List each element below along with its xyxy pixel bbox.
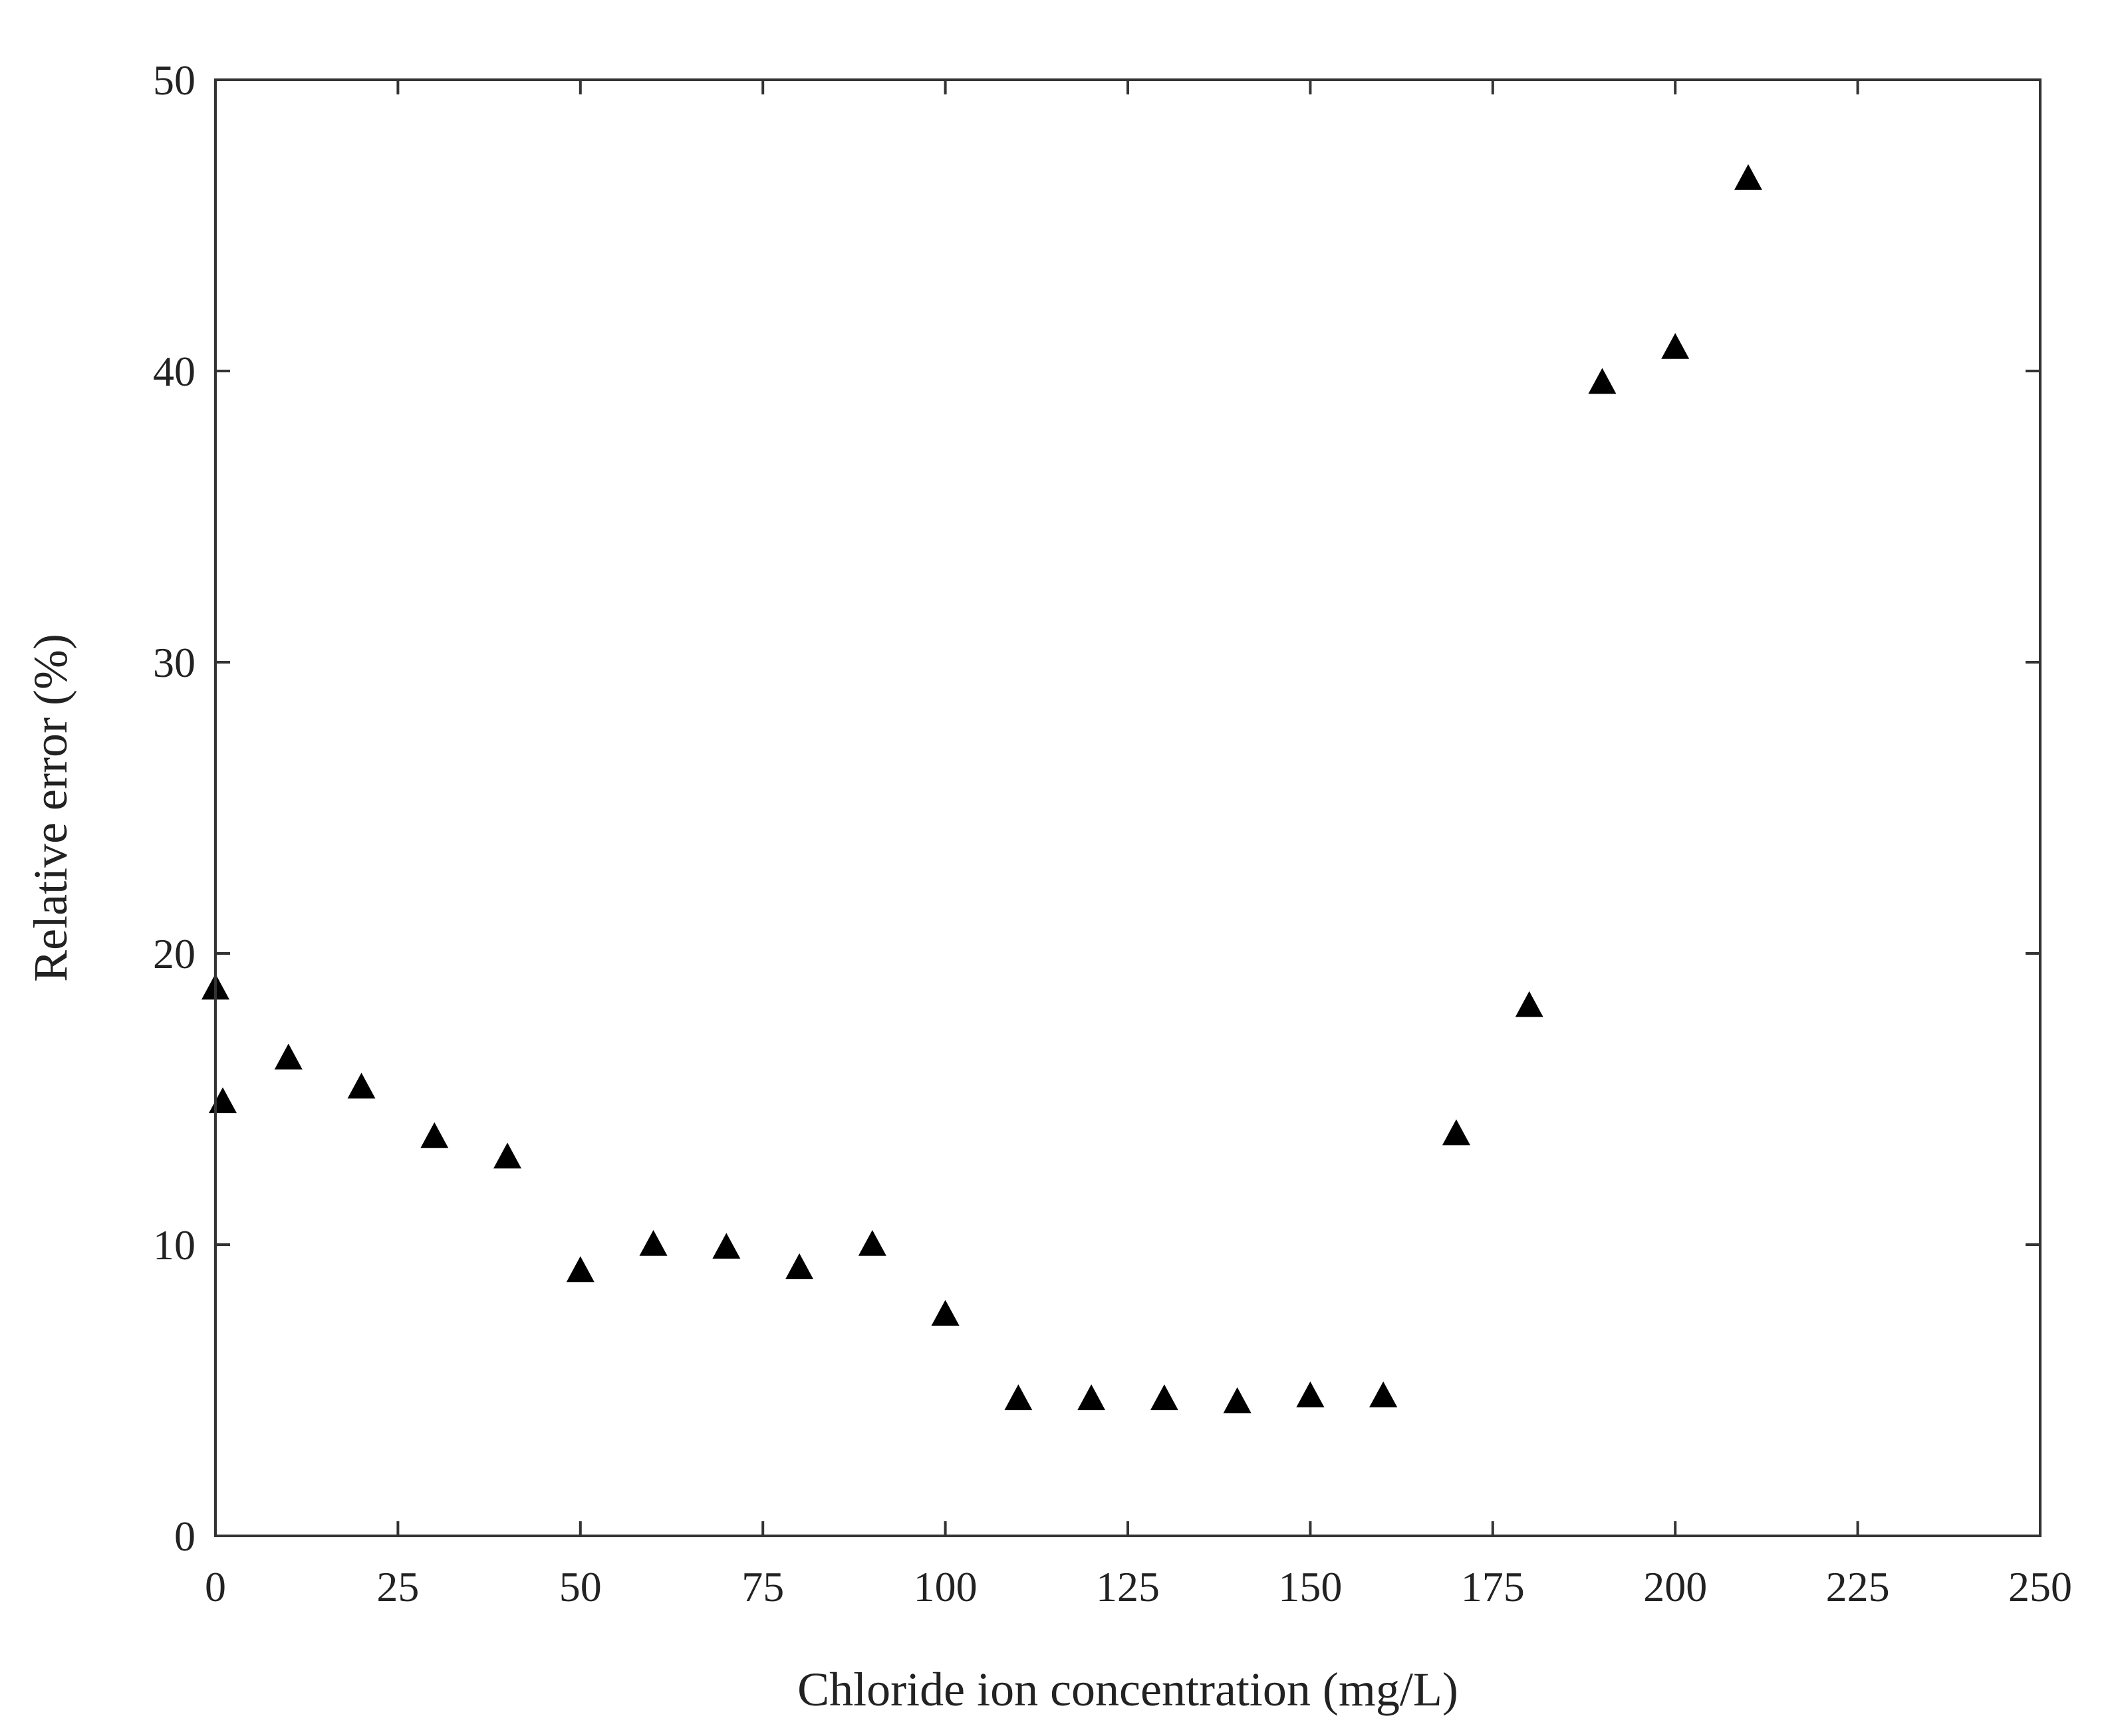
data-point-triangle — [1442, 1119, 1470, 1146]
plot-area-frame — [214, 78, 2042, 1537]
data-points — [201, 164, 1762, 1414]
y-tick-label: 40 — [153, 348, 196, 395]
data-point-triangle — [1004, 1384, 1033, 1410]
x-tick-label: 150 — [1278, 1563, 1342, 1610]
y-tick-label: 30 — [153, 639, 196, 686]
tick-labels: 0 25 50 75 100 125 150 175 200 225 250 0 10 20 30 40 50 — [153, 57, 2072, 1610]
data-point-triangle — [1077, 1384, 1106, 1410]
data-point-triangle — [1369, 1381, 1398, 1408]
data-point-triangle — [1150, 1384, 1178, 1410]
data-point-triangle — [566, 1256, 594, 1283]
data-point-triangle — [1661, 332, 1690, 359]
data-point-triangle — [1223, 1387, 1252, 1414]
data-point-triangle — [931, 1300, 960, 1326]
x-tick-label: 75 — [741, 1563, 784, 1610]
x-tick-label: 100 — [914, 1563, 978, 1610]
data-point-triangle — [493, 1142, 522, 1169]
x-tick-label: 200 — [1643, 1563, 1707, 1610]
x-axis-title: Chloride ion concentration (mg/L) — [797, 1663, 1458, 1716]
x-tick-label: 50 — [559, 1563, 602, 1610]
y-axis-title: Relative error (%) — [24, 634, 77, 982]
y-tick-label: 0 — [174, 1513, 196, 1560]
x-tick-label: 25 — [376, 1563, 419, 1610]
data-point-triangle — [274, 1043, 303, 1070]
data-point-triangle — [1588, 368, 1617, 394]
y-tick-label: 50 — [153, 57, 196, 104]
data-point-triangle — [1515, 991, 1543, 1017]
data-point-triangle — [1296, 1381, 1325, 1408]
y-tick-label: 20 — [153, 930, 196, 977]
x-tick-label: 175 — [1461, 1563, 1525, 1610]
x-tick-label: 125 — [1096, 1563, 1160, 1610]
data-point-triangle — [347, 1072, 376, 1099]
data-point-triangle — [858, 1229, 886, 1256]
data-point-triangle — [1734, 164, 1762, 190]
x-tick-label: 225 — [1826, 1563, 1890, 1610]
data-point-triangle — [712, 1233, 741, 1259]
data-point-triangle — [785, 1253, 814, 1279]
y-tick-label: 10 — [153, 1221, 196, 1269]
data-point-triangle — [420, 1122, 449, 1148]
data-point-triangle — [639, 1229, 668, 1256]
x-tick-label: 0 — [205, 1563, 226, 1610]
x-tick-label: 250 — [2008, 1563, 2072, 1610]
